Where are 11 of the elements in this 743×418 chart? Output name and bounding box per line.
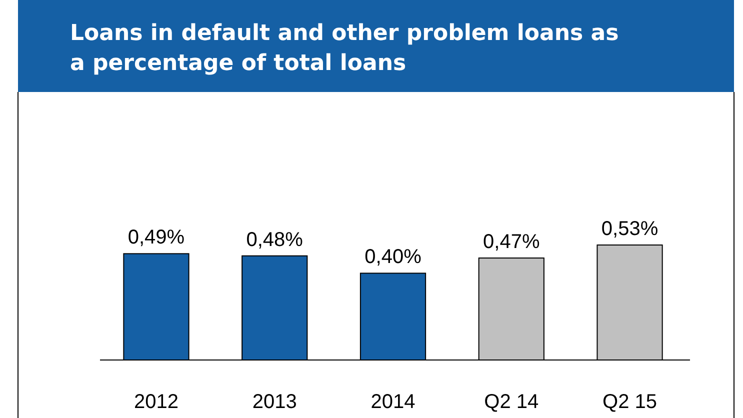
x-tick-label: 2014: [370, 391, 416, 413]
x-tick-label: 2012: [134, 391, 178, 413]
data-label: 0,40%: [364, 246, 422, 268]
data-label: 0,53%: [601, 218, 658, 240]
chart-title: Loans in default and other problem loans as a percentage of total loans: [70, 21, 619, 76]
x-tick-label: 2013: [252, 391, 297, 413]
data-label: 0,47%: [483, 231, 540, 254]
x-tick-label: Q2 15: [602, 391, 658, 413]
data-label: 0,49%: [128, 226, 185, 249]
x-tick-label: Q2 14: [484, 391, 539, 413]
data-label: 0,48%: [246, 228, 304, 251]
